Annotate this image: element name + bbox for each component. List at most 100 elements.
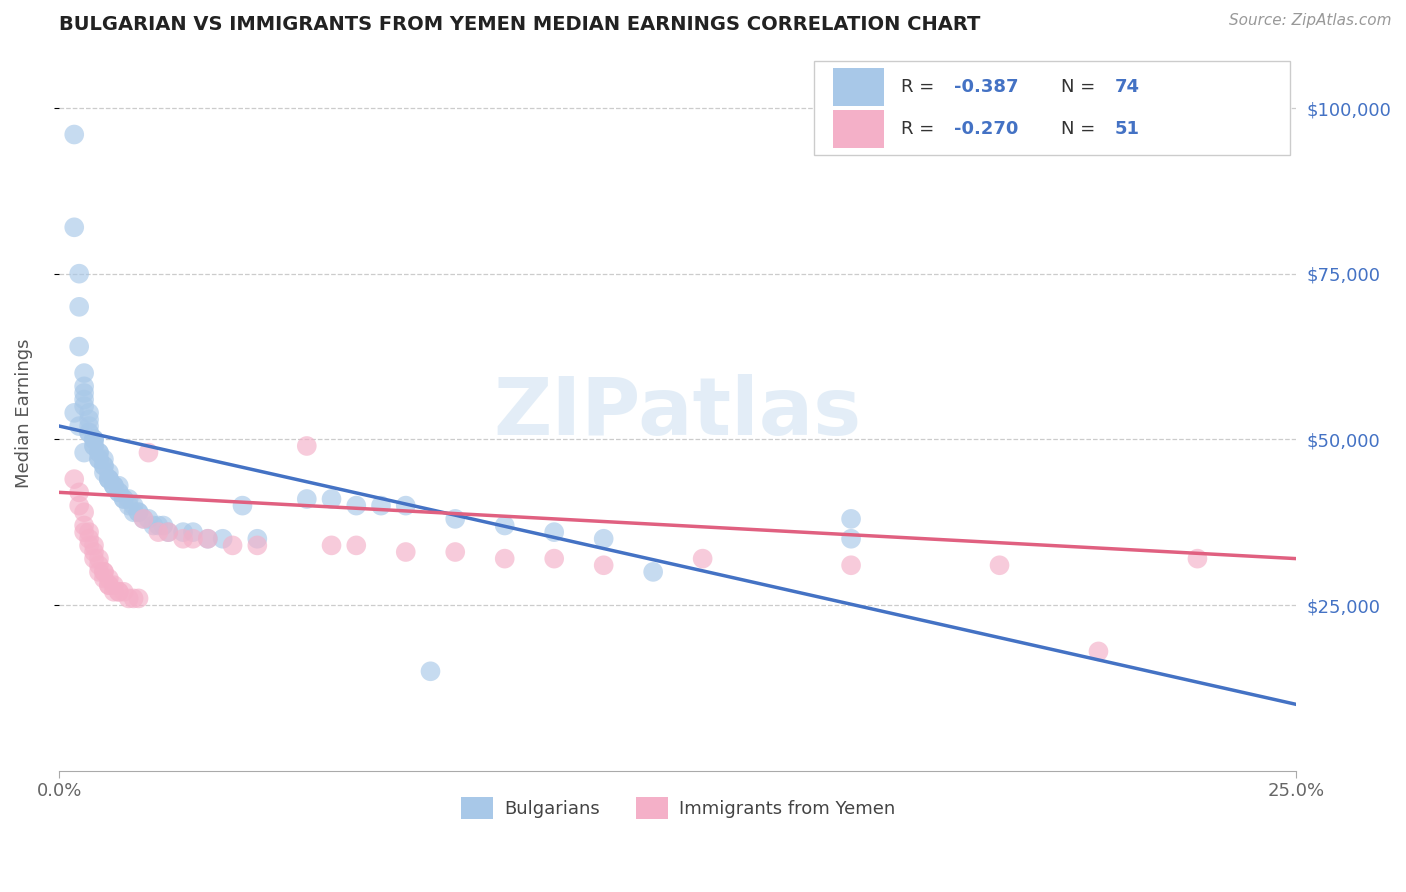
Point <box>494 518 516 533</box>
Point <box>83 551 105 566</box>
Point <box>107 584 129 599</box>
Point <box>63 220 86 235</box>
Text: R =: R = <box>901 120 939 138</box>
Point <box>444 512 467 526</box>
Point <box>103 479 125 493</box>
Point <box>181 532 204 546</box>
Point <box>87 565 110 579</box>
Point <box>295 439 318 453</box>
Point <box>107 485 129 500</box>
Point <box>197 532 219 546</box>
Point <box>122 591 145 606</box>
Point <box>77 406 100 420</box>
Point <box>83 439 105 453</box>
Point <box>118 491 141 506</box>
Point <box>103 479 125 493</box>
Point <box>112 491 135 506</box>
Point <box>93 565 115 579</box>
Point <box>395 499 418 513</box>
Point <box>67 300 90 314</box>
Text: BULGARIAN VS IMMIGRANTS FROM YEMEN MEDIAN EARNINGS CORRELATION CHART: BULGARIAN VS IMMIGRANTS FROM YEMEN MEDIA… <box>59 15 981 34</box>
Text: -0.387: -0.387 <box>953 78 1018 96</box>
Point <box>197 532 219 546</box>
Point <box>87 445 110 459</box>
Text: N =: N = <box>1062 120 1101 138</box>
Point <box>157 525 180 540</box>
Point <box>83 545 105 559</box>
Point <box>988 558 1011 573</box>
Y-axis label: Median Earnings: Median Earnings <box>15 338 32 488</box>
Point <box>97 578 120 592</box>
Point <box>152 518 174 533</box>
Point <box>211 532 233 546</box>
Point <box>67 419 90 434</box>
Point <box>112 584 135 599</box>
Point <box>73 392 96 407</box>
Point <box>157 525 180 540</box>
Point <box>93 565 115 579</box>
Point <box>93 452 115 467</box>
Point <box>118 591 141 606</box>
Point <box>122 499 145 513</box>
Point <box>221 538 243 552</box>
Point <box>231 499 253 513</box>
Point <box>77 419 100 434</box>
Point <box>103 578 125 592</box>
Point <box>172 532 194 546</box>
Point <box>321 491 343 506</box>
Point <box>73 505 96 519</box>
Text: ZIPatlas: ZIPatlas <box>494 374 862 452</box>
Point <box>444 545 467 559</box>
Point <box>103 479 125 493</box>
Point <box>93 458 115 473</box>
Legend: Bulgarians, Immigrants from Yemen: Bulgarians, Immigrants from Yemen <box>453 789 903 826</box>
Point <box>77 412 100 426</box>
Point <box>132 512 155 526</box>
Point <box>107 584 129 599</box>
Point <box>87 551 110 566</box>
Point <box>87 452 110 467</box>
Point <box>77 525 100 540</box>
Point <box>107 485 129 500</box>
Point <box>87 445 110 459</box>
Point <box>148 525 170 540</box>
Point <box>83 433 105 447</box>
Point <box>73 525 96 540</box>
Point <box>73 366 96 380</box>
Point <box>543 551 565 566</box>
Point <box>63 472 86 486</box>
Point <box>107 479 129 493</box>
Point <box>83 439 105 453</box>
Point <box>93 572 115 586</box>
Point <box>494 551 516 566</box>
Text: Source: ZipAtlas.com: Source: ZipAtlas.com <box>1229 13 1392 29</box>
Point <box>97 472 120 486</box>
FancyBboxPatch shape <box>832 110 884 148</box>
Point <box>344 499 367 513</box>
Point <box>128 505 150 519</box>
Point <box>592 532 614 546</box>
Text: 74: 74 <box>1115 78 1139 96</box>
Point <box>1187 551 1209 566</box>
Point <box>73 379 96 393</box>
Point <box>73 445 96 459</box>
Point <box>97 472 120 486</box>
Point <box>77 425 100 440</box>
Point <box>839 512 862 526</box>
Point <box>97 572 120 586</box>
Point <box>122 505 145 519</box>
Text: N =: N = <box>1062 78 1101 96</box>
Point <box>63 128 86 142</box>
FancyBboxPatch shape <box>832 68 884 106</box>
Point <box>246 532 269 546</box>
Text: -0.270: -0.270 <box>953 120 1018 138</box>
Point <box>73 399 96 413</box>
Point <box>142 518 165 533</box>
Point <box>643 565 665 579</box>
Point <box>67 499 90 513</box>
Point <box>370 499 392 513</box>
Point <box>83 538 105 552</box>
Point <box>103 584 125 599</box>
Point <box>97 466 120 480</box>
Point <box>87 452 110 467</box>
